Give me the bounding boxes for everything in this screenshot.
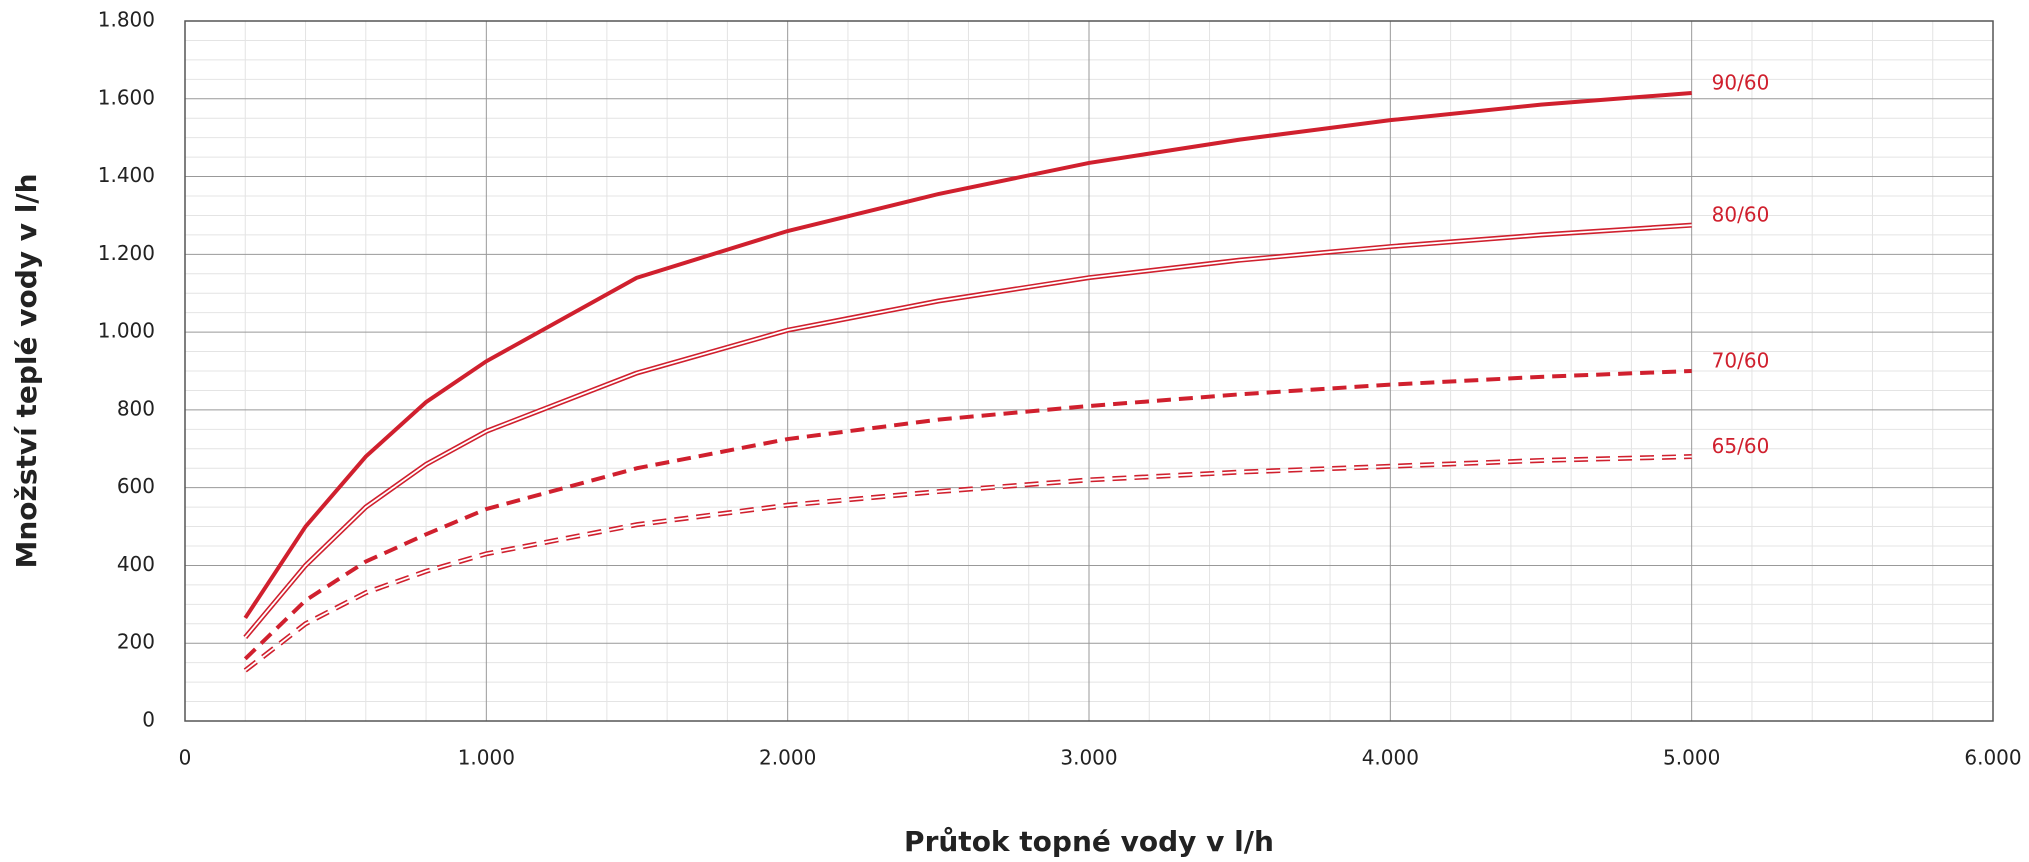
line-inner [244, 455, 1692, 672]
line-inner [244, 224, 1692, 638]
y-tick-label: 1.200 [98, 241, 155, 265]
y-tick-label: 1.400 [98, 163, 155, 187]
x-tick-label: 6.000 [1964, 746, 2021, 770]
series-label: 70/60 [1712, 349, 1770, 373]
plot-frame [184, 20, 1994, 722]
line [243, 90, 1692, 620]
x-tick-label: 4.000 [1362, 746, 1419, 770]
y-tick-label: 1.000 [98, 319, 155, 343]
y-axis-title: Množství teplé vody v l/h [10, 173, 43, 568]
series-label: 65/60 [1712, 434, 1770, 458]
y-tick-label: 1.800 [98, 8, 155, 32]
x-tick-label: 0 [179, 746, 192, 770]
series-label: 90/60 [1712, 70, 1770, 94]
series-label: 80/60 [1712, 203, 1770, 227]
x-axis-title: Průtok topné vody v l/h [904, 825, 1274, 858]
line [243, 369, 1692, 661]
x-tick-label: 1.000 [458, 746, 515, 770]
x-tick-label: 3.000 [1060, 746, 1117, 770]
y-tick-label: 200 [117, 630, 155, 654]
y-tick-label: 800 [117, 396, 155, 420]
y-tick-label: 400 [117, 552, 155, 576]
x-tick-label: 5.000 [1663, 746, 1720, 770]
y-tick-label: 1.600 [98, 85, 155, 109]
y-tick-label: 600 [117, 474, 155, 498]
x-tick-label: 2.000 [759, 746, 816, 770]
y-tick-label: 0 [142, 708, 155, 732]
